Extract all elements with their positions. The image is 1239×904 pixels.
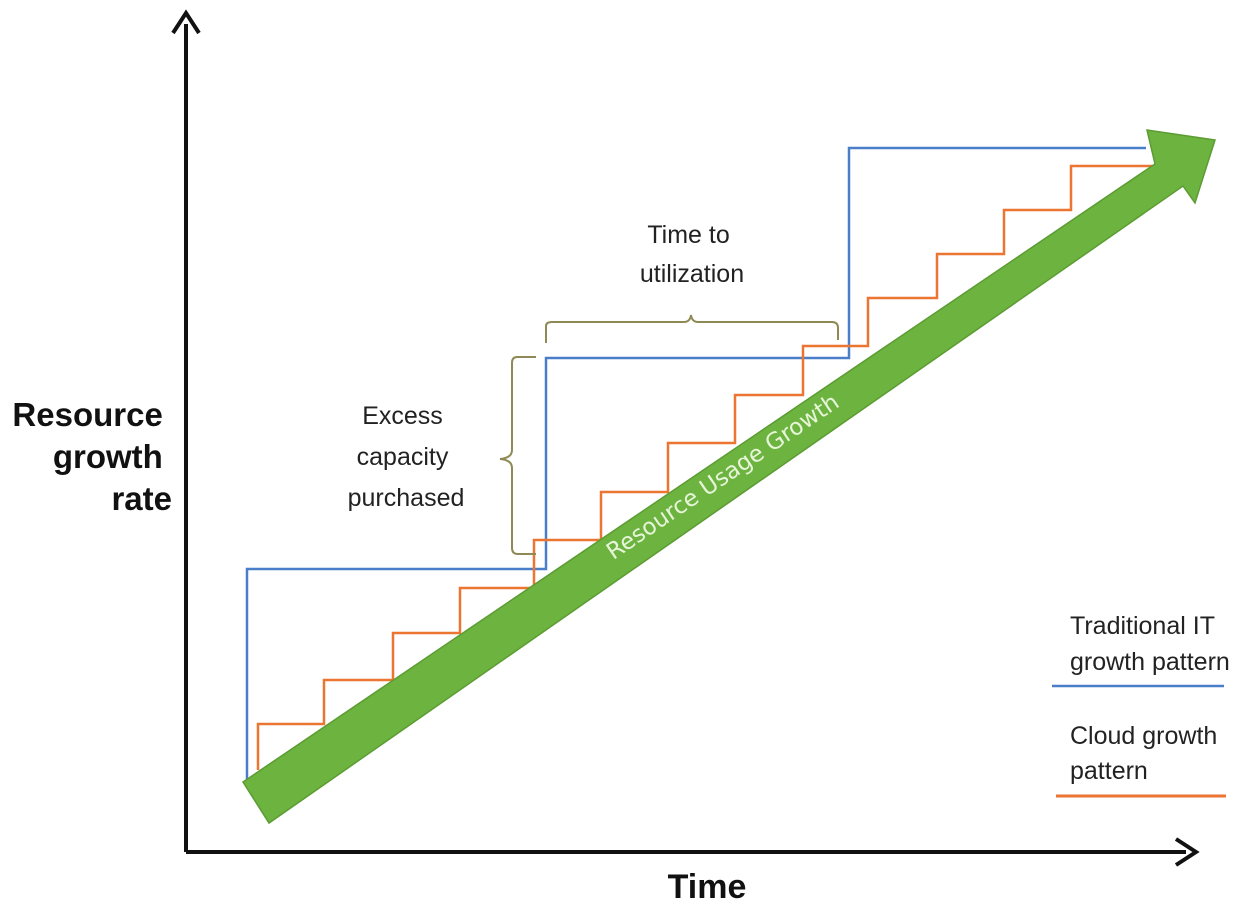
time-to-utilization-label: Time to utilization	[640, 221, 744, 288]
excess-capacity-line: capacity	[357, 443, 449, 471]
legend-cloud-line: pattern	[1070, 757, 1148, 785]
x-axis-label: Time	[668, 868, 747, 904]
y-axis-label-line: rate	[111, 480, 172, 517]
legend-cloud-line: Cloud growth	[1070, 722, 1217, 750]
x-axis-arrowhead	[1174, 837, 1200, 867]
time-to-utilization-line: Time to	[647, 221, 729, 249]
time-to-utilization-line: utilization	[640, 260, 744, 288]
legend: Traditional IT growth pattern Cloud grow…	[1052, 612, 1230, 798]
legend-cloud-label: Cloud growth pattern	[1070, 722, 1224, 785]
resource-usage-growth-label: Resource Usage Growth	[602, 389, 844, 565]
time-to-utilization-brace	[545, 314, 839, 343]
axes	[171, 9, 1200, 867]
excess-capacity-brace	[499, 356, 536, 555]
y-axis-label-line: Resource	[12, 396, 162, 433]
legend-traditional-line: growth pattern	[1070, 648, 1230, 676]
cloud-growth-line	[256, 164, 1166, 770]
resource-usage-growth-arrow	[241, 129, 1216, 825]
legend-traditional-line: Traditional IT	[1070, 612, 1215, 640]
excess-capacity-line: Excess	[362, 402, 443, 430]
y-axis-label: Resource growth rate	[12, 396, 172, 517]
legend-traditional-label: Traditional IT growth pattern	[1070, 612, 1230, 676]
y-axis-label-line: growth	[53, 438, 163, 475]
excess-capacity-label: Excess capacity purchased	[348, 402, 465, 512]
excess-capacity-line: purchased	[348, 484, 465, 512]
y-axis-arrowhead	[171, 9, 201, 35]
traditional-growth-line	[245, 146, 1146, 780]
